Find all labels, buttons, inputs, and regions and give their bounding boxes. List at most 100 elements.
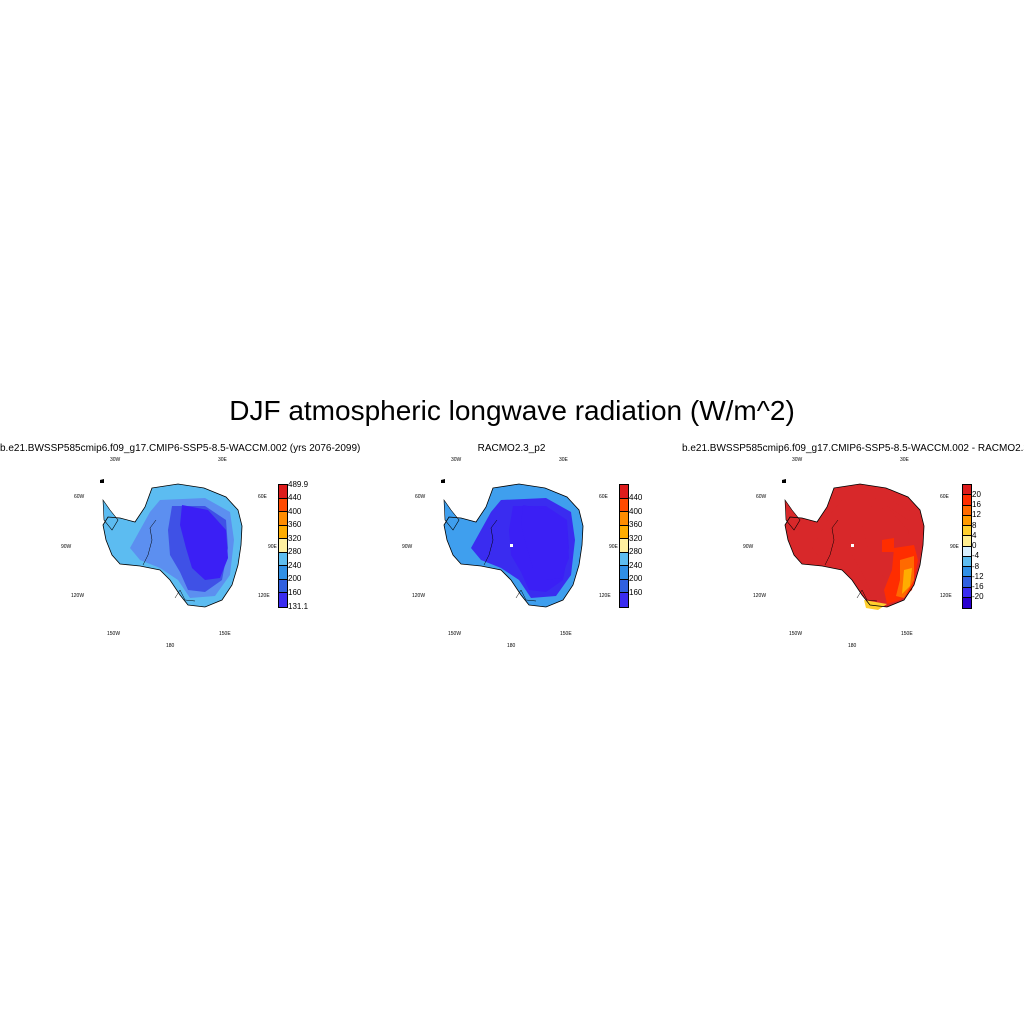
lon-label-90w: 90W (61, 544, 72, 550)
peninsula (443, 498, 460, 531)
colorbar-box (279, 498, 287, 513)
lon-label-150e: 150E (901, 631, 913, 637)
lon-label-90w: 90W (402, 544, 413, 550)
grounding-line (174, 589, 196, 602)
colorbar-box (963, 556, 971, 567)
colorbar-label: 240 (288, 560, 302, 570)
peninsula (102, 498, 119, 531)
colorbar-box (620, 498, 628, 513)
colorbar-label: -8 (972, 561, 980, 571)
colorbar-label: 400 (629, 506, 643, 516)
colorbar-box (963, 485, 971, 496)
coastline (784, 483, 925, 608)
panel-subtitle: b.e21.BWSSP585cmip6.f09_g17.CMIP6-SSP5-8… (0, 443, 361, 454)
grounding-line (824, 519, 839, 566)
colorbar-box (279, 525, 287, 540)
colorbar-label: -20 (972, 592, 984, 602)
colorbar-label: 0 (972, 541, 977, 550)
lon-label-180: 180 (166, 643, 175, 649)
colorbar-box (620, 552, 628, 567)
lon-label-60w: 60W (415, 494, 426, 500)
colorbar-label: 160 (288, 587, 302, 597)
colorbar-box (620, 525, 628, 540)
colorbar-label: 131.1 (288, 601, 309, 611)
colorbar-box (279, 512, 287, 526)
colorbar-box (279, 539, 287, 553)
colorbar (962, 484, 972, 609)
lon-label-120w: 120W (412, 593, 426, 599)
lon-label-30e: 30E (218, 457, 227, 463)
colorbar-label: -16 (972, 582, 984, 591)
colorbar-label: 240 (629, 560, 643, 570)
colorbar-box (963, 597, 971, 608)
coastline (102, 483, 243, 608)
lon-label-30w: 30W (792, 457, 803, 463)
lon-label-60e: 60E (258, 494, 267, 500)
anomaly-patch (882, 538, 894, 552)
colorbar-box (620, 512, 628, 526)
colorbar-box (963, 587, 971, 598)
grounding-line (142, 519, 157, 566)
island (441, 479, 445, 483)
lon-label-180: 180 (507, 643, 516, 649)
antarctica-map (100, 479, 243, 608)
colorbar-box (963, 495, 971, 506)
map-panel-2: RACMO2.3_p2 30W 30E 60W 60E 90W 90E 120W 120E 150… (341, 442, 682, 662)
lon-label-90e: 90E (609, 544, 618, 550)
lon-label-120e: 120E (258, 593, 270, 599)
lon-label-120e: 120E (940, 593, 952, 599)
grounding-line (483, 519, 498, 566)
colorbar-label: 400 (288, 506, 302, 516)
colorbar-box (963, 546, 971, 557)
colorbar-label: 4 (972, 530, 977, 540)
grounding-line (856, 589, 878, 602)
lon-label-30e: 30E (559, 457, 568, 463)
colorbar-label: 20 (972, 489, 981, 499)
core-field (180, 505, 228, 580)
colorbar (278, 484, 288, 608)
core-field (521, 505, 569, 580)
colorbar-box (963, 526, 971, 537)
pole-marker (510, 544, 513, 547)
lon-label-30w: 30W (451, 457, 462, 463)
page-title: DJF atmospheric longwave radiation (W/m^… (229, 395, 795, 426)
lon-label-60w: 60W (756, 494, 767, 500)
anomaly-patch (864, 600, 887, 610)
colorbar-box (620, 539, 628, 553)
colorbar-label: 489.9 (288, 479, 309, 489)
colorbar-box (963, 536, 971, 547)
colorbar-box (279, 593, 287, 607)
lon-label-120w: 120W (753, 593, 767, 599)
lon-label-150w: 150W (107, 631, 121, 637)
colorbar-box (620, 566, 628, 580)
colorbar-box (620, 593, 628, 607)
panel-subtitle: RACMO2.3_p2 (477, 443, 546, 454)
colorbar (619, 484, 629, 608)
pole-marker (851, 544, 854, 547)
colorbar-box (963, 577, 971, 588)
colorbar-label: -4 (972, 551, 980, 561)
lon-label-150w: 150W (448, 631, 462, 637)
colorbar-box (279, 566, 287, 580)
island (100, 479, 104, 483)
colorbar-label: 440 (288, 493, 302, 503)
lon-label-150w: 150W (789, 631, 803, 637)
grounding-line (515, 589, 537, 602)
colorbar-label: 360 (288, 520, 302, 530)
lon-label-30e: 30E (900, 457, 909, 463)
colorbar-box (963, 505, 971, 516)
colorbar-label: 160 (629, 587, 643, 597)
colorbar-box (620, 485, 628, 499)
colorbar-box (620, 579, 628, 594)
lon-label-90w: 90W (743, 544, 754, 550)
colorbar-box (279, 485, 287, 499)
colorbar-label: 8 (972, 520, 977, 530)
colorbar-box (963, 515, 971, 526)
colorbar-box (279, 552, 287, 567)
lon-label-150e: 150E (560, 631, 572, 637)
lon-label-60w: 60W (74, 494, 85, 500)
colorbar-label: 320 (288, 533, 302, 543)
map-panel-3: b.e21.BWSSP585cmip6.f09_g17.CMIP6-SSP5-8… (682, 442, 1024, 662)
lon-label-60e: 60E (599, 494, 608, 500)
colorbar-label: 12 (972, 510, 981, 520)
